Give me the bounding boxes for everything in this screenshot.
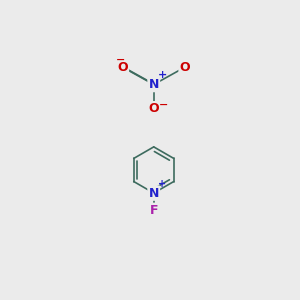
- Text: O: O: [117, 61, 128, 74]
- Text: −: −: [159, 100, 168, 110]
- Text: F: F: [149, 204, 158, 217]
- Text: +: +: [158, 179, 166, 189]
- Text: +: +: [158, 70, 167, 80]
- Text: O: O: [148, 102, 159, 115]
- Text: N: N: [148, 78, 159, 91]
- Text: O: O: [180, 61, 190, 74]
- Text: −: −: [116, 54, 125, 64]
- Text: N: N: [148, 187, 159, 200]
